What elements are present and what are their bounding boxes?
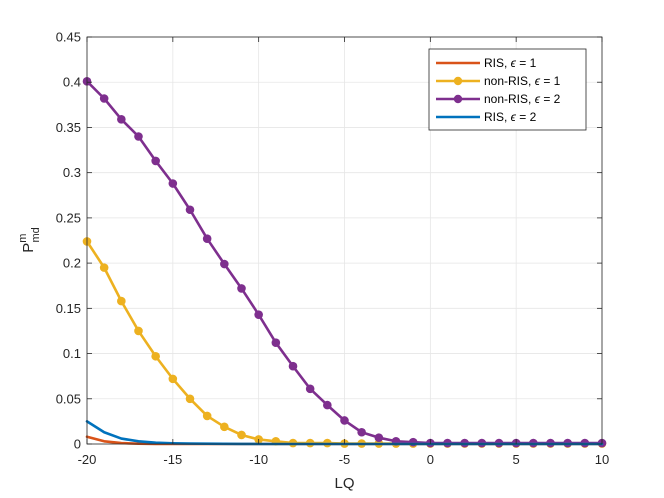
y-tick-label: 0.25	[56, 210, 81, 225]
data-point	[185, 205, 195, 215]
legend-item: RIS, ϵ = 1	[436, 56, 537, 70]
data-point	[117, 115, 126, 124]
legend: RIS, ϵ = 1 non-RIS, ϵ = 1 non-RIS, ϵ = 2…	[428, 48, 587, 131]
y-axis-label-main: P	[20, 243, 37, 253]
x-tick-label: -20	[78, 452, 97, 467]
y-tick-label: 0.4	[63, 75, 81, 90]
y-tick-label: 0.05	[56, 391, 81, 406]
svg-text:Pmmd: Pmmd	[17, 227, 42, 252]
x-tick-label: 0	[427, 452, 434, 467]
x-tick-label: 10	[595, 452, 609, 467]
data-point	[374, 433, 384, 442]
data-point	[168, 179, 178, 188]
data-point	[340, 416, 349, 425]
legend-item: RIS, ϵ = 2	[436, 110, 537, 124]
data-point	[151, 156, 160, 166]
data-point	[168, 374, 178, 384]
y-tick-label: 0.2	[63, 256, 81, 271]
legend-label: RIS, ϵ = 1	[484, 56, 537, 70]
y-axis-label: Pmmd	[17, 227, 42, 252]
y-tick-label: 0.15	[56, 301, 81, 316]
x-tick-label: -15	[163, 452, 182, 467]
data-point	[271, 338, 281, 348]
legend-swatch-marker	[453, 76, 463, 86]
legend-label: non-RIS, ϵ = 1	[484, 74, 561, 88]
y-tick-label: 0.45	[56, 30, 81, 45]
x-tick-label: -10	[249, 452, 268, 467]
x-tick-label: 5	[513, 452, 520, 467]
data-point	[134, 132, 143, 141]
data-point	[357, 427, 366, 437]
axis-ticks: -20 -15 -10 -5 0 5 10 0 0.05 0.1 0.15 0.2 0.25 0.3 0.3…	[56, 30, 610, 468]
x-tick-label: -5	[339, 452, 351, 467]
data-point	[254, 310, 263, 319]
data-point	[220, 422, 229, 432]
legend-label: RIS, ϵ = 2	[484, 110, 537, 124]
legend-label: non-RIS, ϵ = 2	[484, 92, 561, 106]
data-point	[117, 296, 126, 306]
x-axis-label: LQ	[334, 475, 354, 492]
data-point	[220, 259, 229, 269]
legend-swatch-marker	[453, 94, 463, 104]
y-axis-label-subscript: md	[30, 227, 42, 242]
y-tick-label: 0	[74, 437, 81, 452]
data-point	[202, 411, 212, 421]
y-axis-label-superscript: m	[17, 234, 29, 243]
data-point	[305, 384, 315, 394]
y-tick-label: 0.35	[56, 120, 81, 135]
legend-item: non-RIS, ϵ = 2	[436, 92, 561, 106]
data-point	[185, 394, 195, 404]
y-tick-label: 0.3	[63, 165, 81, 180]
data-point	[99, 94, 109, 103]
legend-item: non-RIS, ϵ = 1	[436, 74, 561, 88]
data-point	[288, 361, 298, 371]
data-point	[151, 351, 160, 361]
data-point	[323, 400, 332, 410]
data-point	[237, 430, 246, 440]
data-point	[99, 263, 109, 272]
y-tick-label: 0.1	[63, 346, 81, 361]
data-point	[237, 284, 246, 293]
data-point	[202, 234, 212, 243]
data-point	[134, 326, 143, 336]
